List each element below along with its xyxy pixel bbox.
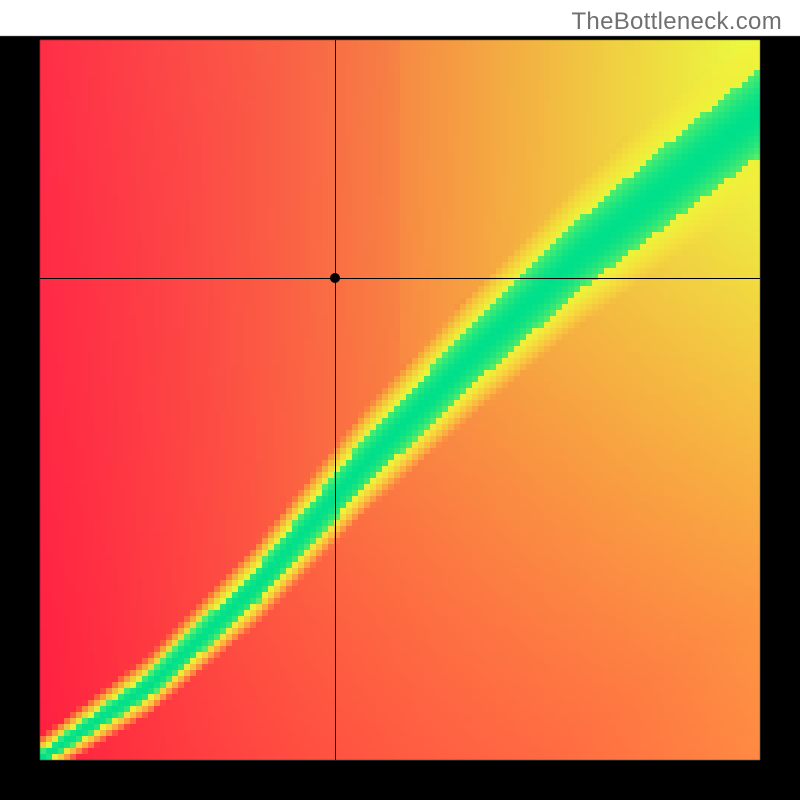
chart-container: TheBottleneck.com (0, 0, 800, 800)
crosshair-vertical (335, 40, 336, 760)
watermark-text: TheBottleneck.com (571, 8, 782, 36)
plot-border (0, 0, 800, 800)
crosshair-horizontal (40, 278, 760, 279)
crosshair-tick (335, 278, 336, 296)
